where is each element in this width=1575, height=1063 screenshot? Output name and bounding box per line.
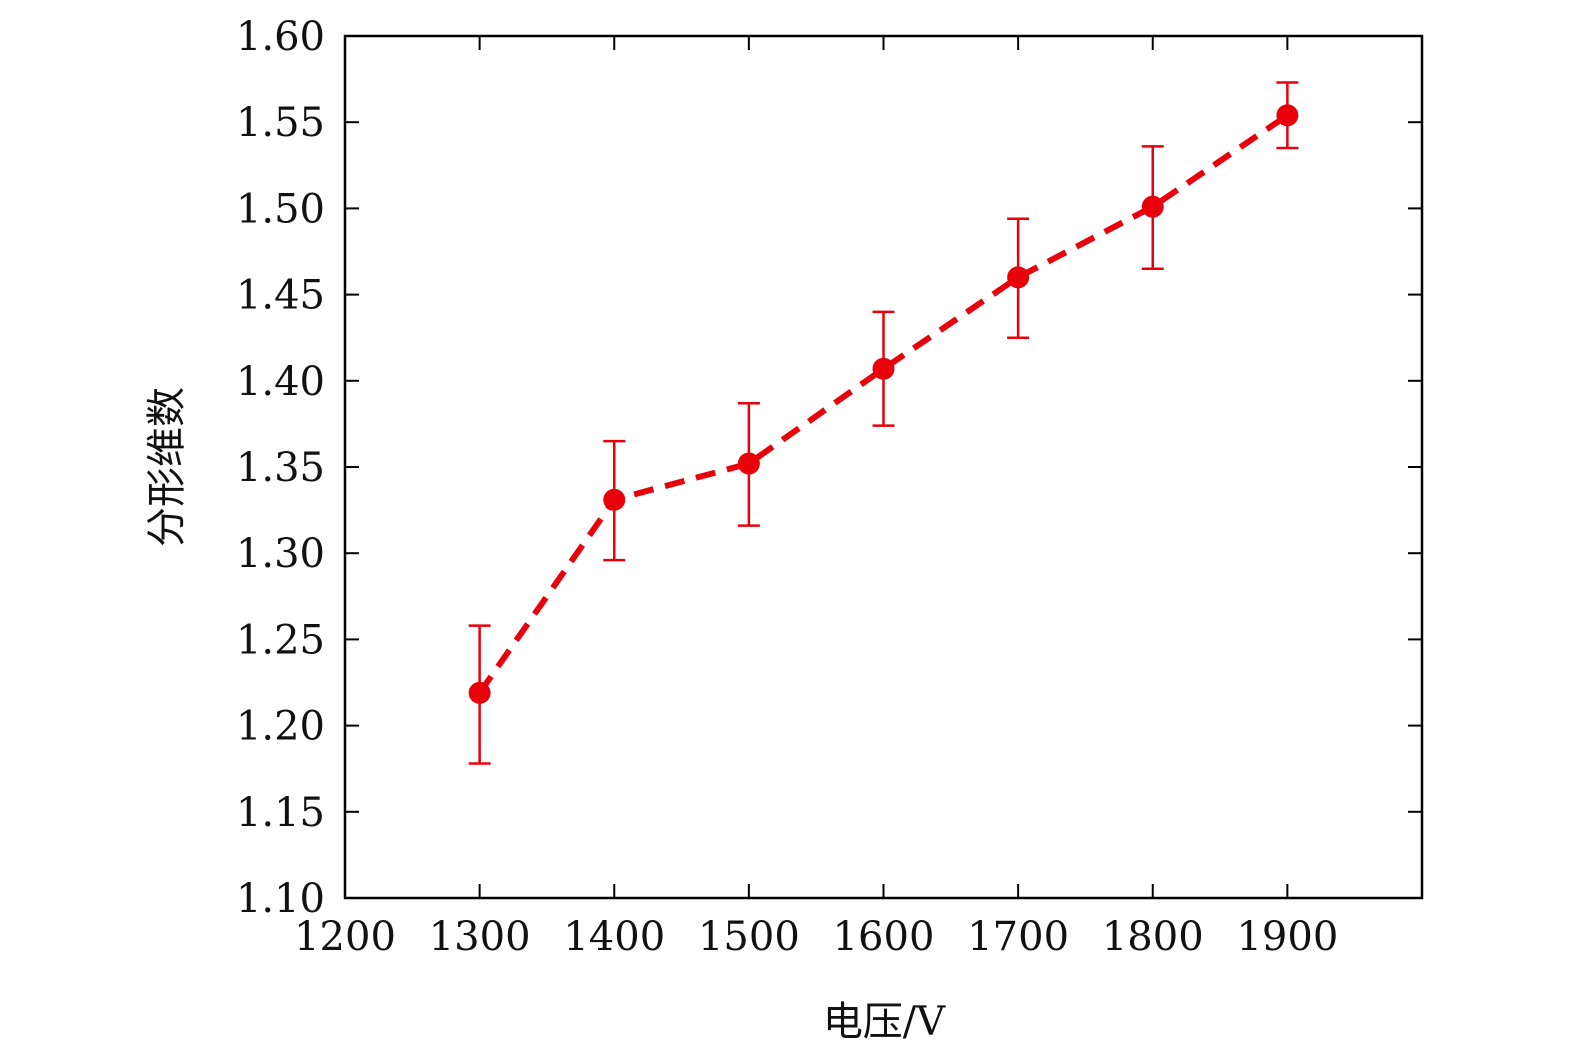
x-tick-label: 1900 xyxy=(1236,914,1338,960)
y-tick-label: 1.25 xyxy=(236,617,325,663)
y-tick-label: 1.15 xyxy=(236,790,325,836)
data-point xyxy=(603,488,626,511)
data-point xyxy=(468,681,491,704)
x-tick-label: 1700 xyxy=(967,914,1069,960)
y-axis-ticks: 1.10 1.15 1.20 1.25 1.30 1.35 1.40 1.45 1.50 1.55… xyxy=(236,14,1422,922)
data-point xyxy=(872,357,895,380)
y-tick-label: 1.60 xyxy=(236,14,325,60)
y-tick-label: 1.55 xyxy=(236,100,325,146)
x-tick-label: 1500 xyxy=(698,914,800,960)
x-tick-label: 1200 xyxy=(294,914,396,960)
y-tick-label: 1.30 xyxy=(236,531,325,577)
data-point xyxy=(737,452,760,475)
data-point xyxy=(1007,266,1030,289)
y-tick-label: 1.10 xyxy=(236,876,325,922)
data-point xyxy=(1141,195,1164,218)
y-axis-label: 分形维数 xyxy=(144,387,190,547)
plot-frame xyxy=(343,34,1424,900)
y-tick-label: 1.45 xyxy=(236,273,325,319)
x-tick-label: 1300 xyxy=(429,914,531,960)
y-tick-label: 1.40 xyxy=(236,359,325,405)
x-axis-label: 电压/V xyxy=(823,999,946,1045)
y-tick-label: 1.35 xyxy=(236,445,325,491)
x-tick-label: 1400 xyxy=(563,914,665,960)
series-layer xyxy=(468,81,1299,765)
x-axis-ticks: 1200 1300 1400 1500 1600 1700 1800 1900 xyxy=(294,36,1338,960)
x-tick-label: 1800 xyxy=(1102,914,1204,960)
y-tick-label: 1.20 xyxy=(236,704,325,750)
data-point xyxy=(1276,104,1299,127)
x-tick-label: 1600 xyxy=(833,914,935,960)
y-tick-label: 1.50 xyxy=(236,186,325,232)
